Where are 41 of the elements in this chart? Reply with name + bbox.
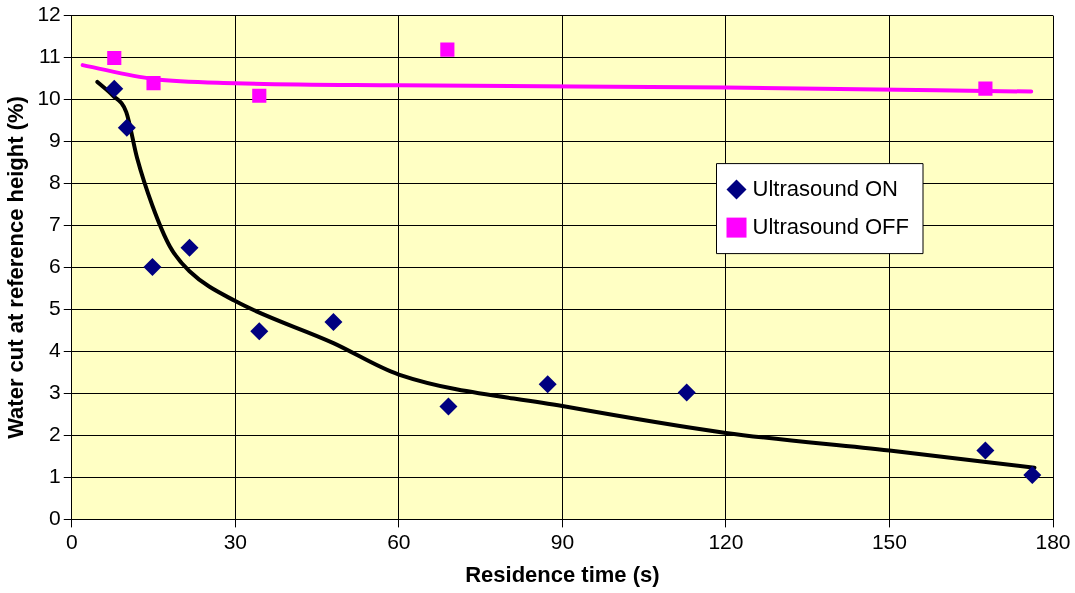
line-series [80, 63, 1034, 94]
y-tick-label: 12 [37, 2, 61, 26]
x-tick-label: 120 [708, 529, 744, 553]
point [324, 313, 343, 332]
x-tick-label: 90 [550, 529, 575, 553]
legend-label: Ultrasound ON [752, 175, 899, 201]
y-tick-label: 2 [49, 422, 61, 446]
y-tick-label: 0 [49, 506, 61, 530]
x-tick-label: 180 [1035, 529, 1071, 553]
y-tick-label: 3 [49, 380, 61, 404]
y-tick-label: 8 [49, 170, 61, 194]
y-tick-label: 1 [49, 464, 61, 488]
x-tick-label: 150 [871, 529, 907, 553]
point [538, 375, 557, 394]
y-tick-label: 11 [38, 44, 61, 68]
point [978, 81, 993, 96]
point [105, 79, 124, 98]
x-tick-label: 30 [223, 529, 247, 553]
point [180, 238, 199, 257]
point [440, 42, 455, 57]
y-tick-label: 4 [49, 338, 62, 362]
y-tick-label: 6 [49, 254, 61, 278]
x-tick-label: 60 [387, 529, 411, 553]
y-axis-title: Water cut at reference height (%) [3, 96, 29, 439]
point [146, 76, 161, 91]
legend-label: Ultrasound OFF [752, 213, 910, 239]
x-tick-label: 0 [65, 529, 78, 553]
point [107, 50, 122, 66]
y-tick-label: 10 [37, 86, 61, 110]
point [143, 258, 162, 277]
point [976, 441, 995, 460]
point [117, 118, 136, 137]
point [252, 88, 267, 103]
point [250, 322, 269, 341]
y-tick-label: 9 [49, 128, 61, 152]
y-tick-label: 5 [49, 296, 61, 320]
point [677, 383, 696, 402]
x-axis-title: Residence time (s) [465, 561, 660, 587]
point [439, 397, 458, 416]
point [1023, 465, 1042, 484]
y-tick-label: 7 [49, 212, 61, 236]
